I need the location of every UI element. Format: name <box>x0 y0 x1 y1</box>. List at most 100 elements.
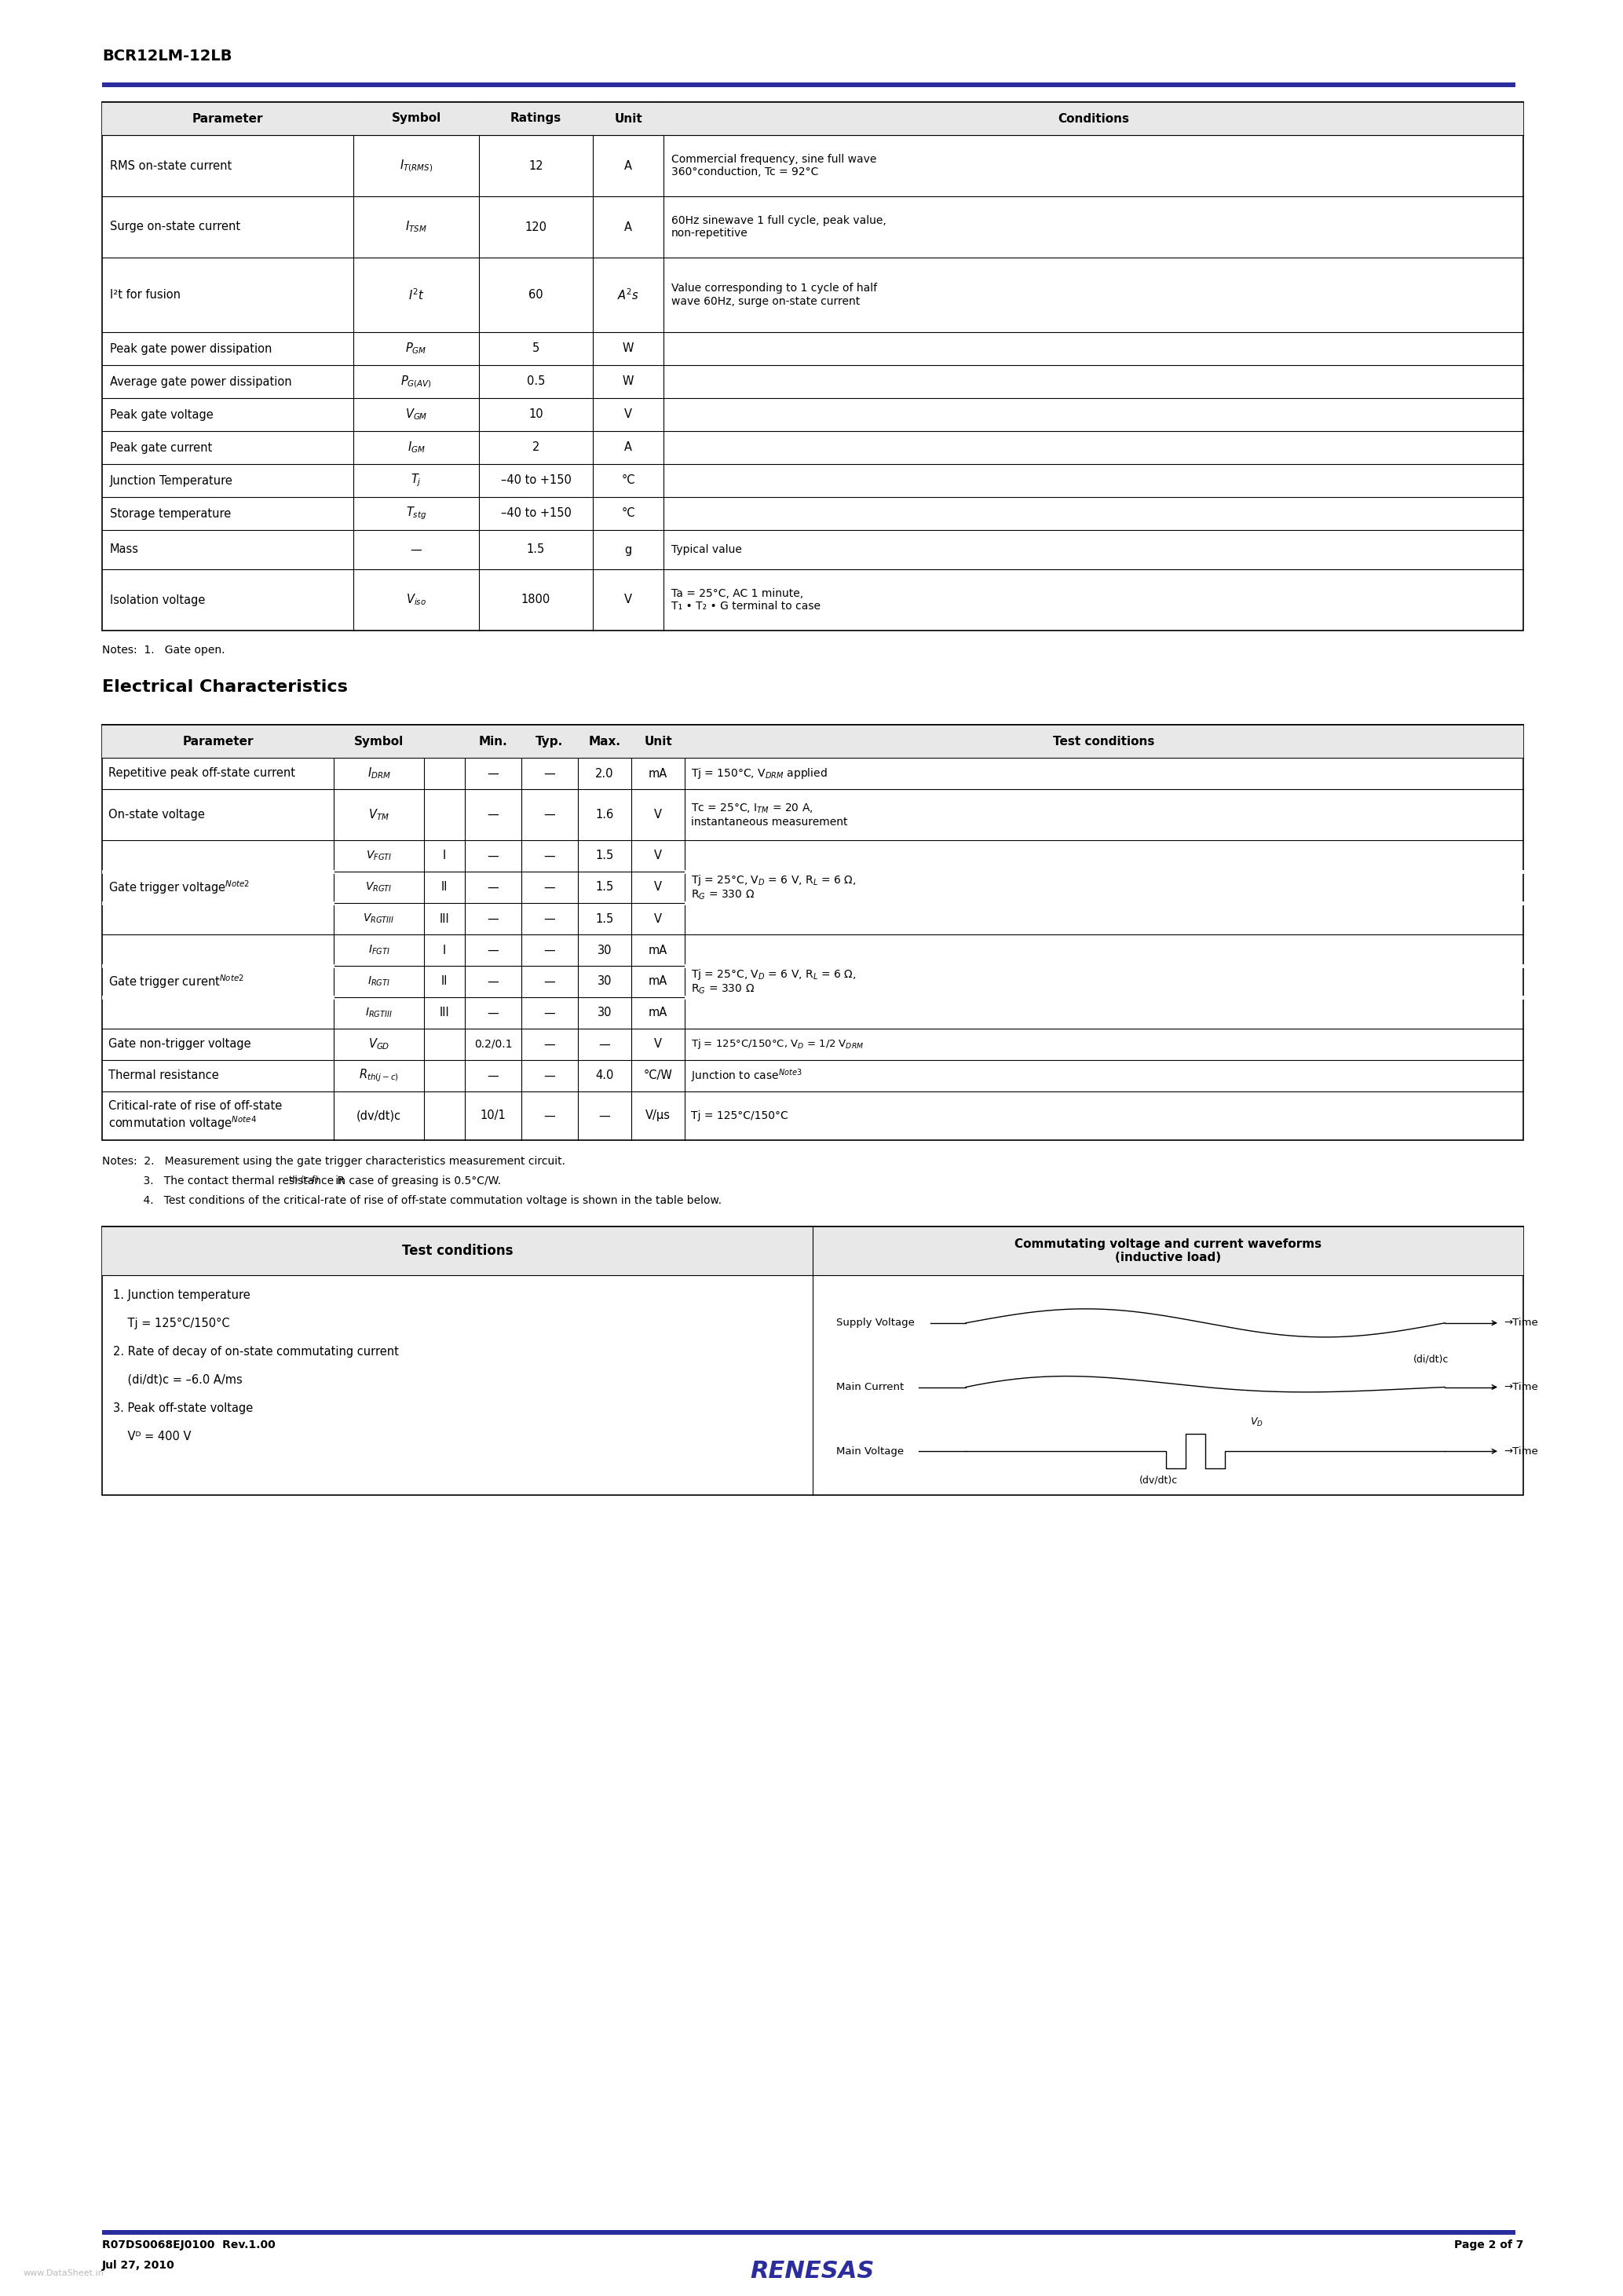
Text: mA: mA <box>649 976 667 987</box>
Text: —: — <box>599 1109 610 1123</box>
Text: $I_{T(RMS)}$: $I_{T(RMS)}$ <box>399 158 433 174</box>
Text: —: — <box>544 1008 555 1019</box>
Text: 10/1: 10/1 <box>480 1109 506 1123</box>
Text: R07DS0068EJ0100  Rev.1.00: R07DS0068EJ0100 Rev.1.00 <box>102 2239 276 2250</box>
Text: 1.5: 1.5 <box>527 544 545 556</box>
Text: Unit: Unit <box>613 113 643 124</box>
Text: Notes:  2.   Measurement using the gate trigger characteristics measurement circ: Notes: 2. Measurement using the gate tri… <box>102 1155 565 1166</box>
Text: Surge on-state current: Surge on-state current <box>110 220 240 232</box>
Text: →Time: →Time <box>1503 1382 1539 1391</box>
Text: –40 to +150: –40 to +150 <box>500 475 571 487</box>
Text: Symbol: Symbol <box>391 113 441 124</box>
Bar <box>102 1226 1524 1495</box>
Text: V: V <box>625 595 631 606</box>
Text: —: — <box>487 944 498 955</box>
Text: —: — <box>544 914 555 925</box>
Text: Tj = 125°C/150°C: Tj = 125°C/150°C <box>691 1111 789 1120</box>
Text: $A^{2}s$: $A^{2}s$ <box>617 287 639 303</box>
Text: —: — <box>487 850 498 861</box>
Text: Value corresponding to 1 cycle of half
wave 60Hz, surge on-state current: Value corresponding to 1 cycle of half w… <box>672 282 876 308</box>
Text: in case of greasing is 0.5°C/W.: in case of greasing is 0.5°C/W. <box>333 1176 502 1187</box>
Text: (dv/dt)c: (dv/dt)c <box>1139 1474 1178 1486</box>
Text: $V_{GM}$: $V_{GM}$ <box>406 406 427 422</box>
Text: Unit: Unit <box>644 735 672 746</box>
Bar <box>102 726 1524 758</box>
Text: °C: °C <box>622 507 635 519</box>
Text: °C/W: °C/W <box>643 1070 672 1081</box>
Text: Junction to case$^{Note3}$: Junction to case$^{Note3}$ <box>691 1068 802 1084</box>
Text: Ratings: Ratings <box>510 113 562 124</box>
Text: I: I <box>443 850 446 861</box>
Text: 2.0: 2.0 <box>596 767 613 778</box>
Text: W: W <box>623 342 635 354</box>
Text: —: — <box>544 850 555 861</box>
Text: Peak gate power dissipation: Peak gate power dissipation <box>110 342 273 354</box>
Text: $V_{GD}$: $V_{GD}$ <box>368 1038 390 1052</box>
Text: Test conditions: Test conditions <box>403 1244 513 1258</box>
Text: —: — <box>544 1109 555 1123</box>
Text: Tj = 25°C, V$_{D}$ = 6 V, R$_{L}$ = 6 Ω,
R$_{G}$ = 330 Ω: Tj = 25°C, V$_{D}$ = 6 V, R$_{L}$ = 6 Ω,… <box>691 967 855 996</box>
Text: $R_{th(j-c)}$: $R_{th(j-c)}$ <box>359 1068 399 1084</box>
Text: 2: 2 <box>532 441 539 455</box>
Text: $P_{GM}$: $P_{GM}$ <box>406 342 427 356</box>
Text: 1.6: 1.6 <box>596 808 613 820</box>
Text: Parameter: Parameter <box>182 735 253 746</box>
Text: $I_{RGTI}$: $I_{RGTI}$ <box>367 976 390 987</box>
Text: Notes:  1.   Gate open.: Notes: 1. Gate open. <box>102 645 226 657</box>
Text: 30: 30 <box>597 1008 612 1019</box>
Text: Main Current: Main Current <box>836 1382 904 1391</box>
Text: Peak gate voltage: Peak gate voltage <box>110 409 213 420</box>
Text: Vᴰ = 400 V: Vᴰ = 400 V <box>114 1430 192 1442</box>
Text: (di/dt)c = –6.0 A/ms: (di/dt)c = –6.0 A/ms <box>114 1373 242 1387</box>
Text: Critical-rate of rise of off-state
commutation voltage$^{Note4}$: Critical-rate of rise of off-state commu… <box>109 1100 282 1132</box>
Text: 12: 12 <box>529 161 544 172</box>
Text: V: V <box>654 914 662 925</box>
Bar <box>102 83 1516 87</box>
Text: V/μs: V/μs <box>646 1109 670 1123</box>
Text: RMS on-state current: RMS on-state current <box>110 161 232 172</box>
Text: 4.0: 4.0 <box>596 1070 613 1081</box>
Text: $V_{iso}$: $V_{iso}$ <box>406 592 427 606</box>
Text: 5: 5 <box>532 342 539 354</box>
Text: 30: 30 <box>597 976 612 987</box>
Text: —: — <box>544 944 555 955</box>
Text: $V_{TM}$: $V_{TM}$ <box>368 808 390 822</box>
Text: Electrical Characteristics: Electrical Characteristics <box>102 680 347 696</box>
Text: V: V <box>654 850 662 861</box>
Text: –40 to +150: –40 to +150 <box>500 507 571 519</box>
Text: Repetitive peak off-state current: Repetitive peak off-state current <box>109 767 295 778</box>
Text: Test conditions: Test conditions <box>1053 735 1156 746</box>
Text: Storage temperature: Storage temperature <box>110 507 230 519</box>
Text: 1.5: 1.5 <box>596 914 613 925</box>
Text: $V_{FGTI}$: $V_{FGTI}$ <box>365 850 391 863</box>
Text: Junction Temperature: Junction Temperature <box>110 475 234 487</box>
Text: —: — <box>487 976 498 987</box>
Text: —: — <box>544 882 555 893</box>
Text: —: — <box>544 1070 555 1081</box>
Text: $V_D$: $V_D$ <box>1250 1417 1263 1428</box>
Text: Symbol: Symbol <box>354 735 404 746</box>
Text: A: A <box>625 441 631 455</box>
Text: 120: 120 <box>524 220 547 232</box>
Text: III: III <box>440 914 450 925</box>
Text: 4.   Test conditions of the critical-rate of rise of off-state commutation volta: 4. Test conditions of the critical-rate … <box>102 1196 722 1205</box>
Text: A: A <box>625 161 631 172</box>
Text: I: I <box>443 944 446 955</box>
Text: Supply Voltage: Supply Voltage <box>836 1318 915 1327</box>
Text: Gate non-trigger voltage: Gate non-trigger voltage <box>109 1038 252 1049</box>
Text: (di/dt)c: (di/dt)c <box>1414 1355 1449 1364</box>
Text: www.DataSheet.in: www.DataSheet.in <box>24 2268 104 2278</box>
Text: 0.2/0.1: 0.2/0.1 <box>474 1038 513 1049</box>
Text: $T_{stg}$: $T_{stg}$ <box>406 505 427 521</box>
Text: $I_{GM}$: $I_{GM}$ <box>407 441 425 455</box>
Text: Typical value: Typical value <box>672 544 742 556</box>
Text: →Time: →Time <box>1503 1318 1539 1327</box>
Text: —: — <box>599 1038 610 1049</box>
Text: V: V <box>654 1038 662 1049</box>
Text: Isolation voltage: Isolation voltage <box>110 595 204 606</box>
Text: —: — <box>487 1008 498 1019</box>
Text: Peak gate current: Peak gate current <box>110 441 213 455</box>
Text: —: — <box>487 1070 498 1081</box>
Text: 3.   The contact thermal resistance R: 3. The contact thermal resistance R <box>102 1176 344 1187</box>
Text: II: II <box>441 976 448 987</box>
